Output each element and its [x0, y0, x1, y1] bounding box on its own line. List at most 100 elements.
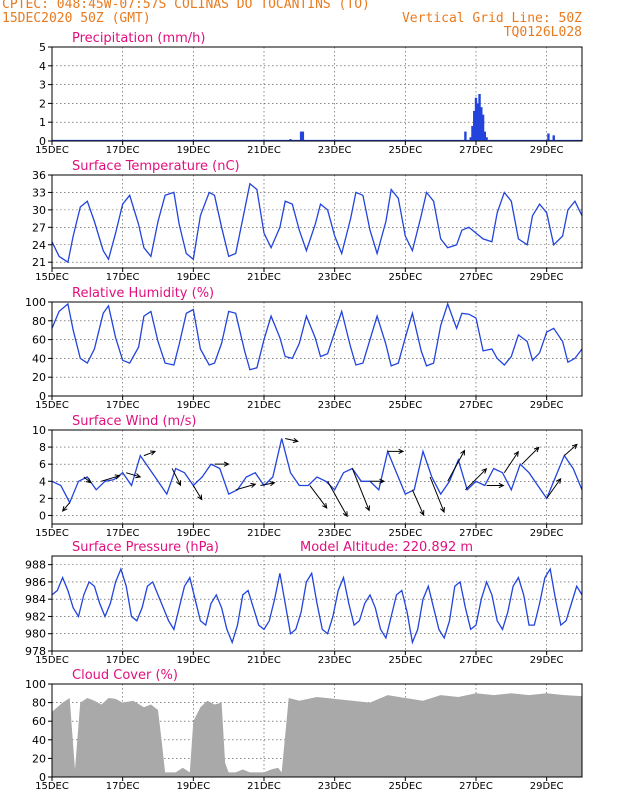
x-tick-label: 27DEC: [459, 528, 493, 539]
y-tick-label: 6: [39, 458, 46, 471]
y-tick-label: 24: [32, 239, 46, 252]
x-tick-label: 23DEC: [318, 528, 352, 539]
temperature-panel: 21 24 27 30 33 36 15DEC 17DEC 19DEC 21DEC 23DEC 25D…: [32, 159, 583, 283]
x-tick-label: 29DEC: [530, 781, 564, 792]
wind-arrow: [260, 481, 276, 487]
wind-arrow: [564, 443, 578, 457]
precip-bar: [471, 125, 474, 141]
x-tick-label: 25DEC: [388, 528, 422, 539]
wind-arrow: [214, 461, 230, 467]
precip-bar: [473, 110, 476, 141]
precip-bar: [481, 114, 485, 141]
humidity-line: [51, 301, 583, 371]
y-tick-label: 60: [32, 715, 46, 728]
wind-arrow: [370, 478, 386, 484]
y-tick-label: 20: [32, 752, 46, 765]
pressure-panel: 978 980 982 984 986 988 15DEC 17DEC 19DEC 21DEC 23…: [25, 540, 583, 666]
plot-frame: [51, 301, 583, 397]
x-tick-label: 19DEC: [176, 528, 210, 539]
x-tick-label: 29DEC: [530, 145, 564, 156]
grid-line-note: Vertical Grid Line: 50Z: [401, 11, 582, 26]
y-tick-label: 0: [39, 390, 46, 403]
wind-arrow: [285, 437, 299, 443]
precip-bar: [299, 131, 303, 141]
y-tick-label: 5: [39, 41, 46, 54]
x-tick-label: 19DEC: [176, 781, 210, 792]
y-tick-label: 982: [25, 610, 46, 623]
x-tick-label: 15DEC: [35, 400, 69, 411]
y-tick-label: 40: [32, 734, 46, 747]
wind-arrow: [61, 502, 71, 512]
precip-bar: [483, 131, 487, 141]
x-tick-label: 17DEC: [106, 145, 140, 156]
x-tick-label: 19DEC: [176, 655, 210, 666]
precip-bar: [476, 103, 479, 141]
wind-title: Surface Wind (m/s): [72, 414, 196, 429]
precip-bar: [469, 137, 472, 141]
y-tick-label: 980: [25, 628, 46, 641]
x-tick-label: 27DEC: [459, 145, 493, 156]
y-tick-label: 988: [25, 559, 46, 572]
wind-arrow: [465, 468, 488, 491]
wind-arrow: [235, 482, 257, 491]
x-tick-label: 19DEC: [176, 272, 210, 283]
y-tick-label: 978: [25, 645, 46, 658]
x-tick-label: 19DEC: [176, 400, 210, 411]
pressure-title: Surface Pressure (hPa): [72, 540, 219, 555]
station-line: CPTEC: 048:45W-07:57S COLINAS DO TOCANTI…: [2, 0, 370, 12]
x-tick-label: 25DEC: [388, 781, 422, 792]
x-tick-label: 21DEC: [247, 272, 281, 283]
x-tick-label: 23DEC: [318, 781, 352, 792]
precipitation-title: Precipitation (mm/h): [72, 31, 205, 46]
precip-bar: [474, 97, 478, 141]
x-tick-label: 23DEC: [318, 400, 352, 411]
x-tick-label: 25DEC: [388, 400, 422, 411]
x-tick-label: 15DEC: [35, 272, 69, 283]
x-tick-label: 17DEC: [106, 400, 140, 411]
x-tick-label: 27DEC: [459, 272, 493, 283]
x-tick-label: 27DEC: [459, 400, 493, 411]
plot-frame: [51, 174, 583, 269]
pressure-line: [51, 567, 583, 645]
y-tick-label: 0: [39, 509, 46, 522]
humidity-title: Relative Humidity (%): [72, 286, 214, 301]
cloud-cover-area: [52, 693, 582, 777]
wind-arrow: [309, 485, 328, 509]
plot-frame: [51, 683, 583, 778]
temperature-line: [51, 182, 583, 264]
wind-arrow: [171, 468, 182, 487]
precip-bar: [478, 94, 481, 141]
y-tick-label: 986: [25, 576, 46, 589]
wind-arrow: [486, 482, 505, 489]
x-tick-label: 21DEC: [247, 655, 281, 666]
humidity-panel: 0 20 40 60 80 100 15DEC 17DEC 19DEC 21DEC 23DEC 25D…: [25, 286, 583, 411]
precip-bar: [552, 135, 555, 141]
plot-frame: [51, 555, 583, 652]
temperature-title: Surface Temperature (nC): [72, 159, 240, 174]
cloud-cover-panel: 0 20 40 60 80 100 15DEC 17DEC 19DEC 21DEC 23DEC 25D…: [25, 668, 583, 792]
x-tick-label: 17DEC: [106, 272, 140, 283]
x-tick-label: 29DEC: [530, 272, 564, 283]
x-tick-label: 15DEC: [35, 528, 69, 539]
precipitation-panel: 0 1 2 3 4 5 15DEC 17DEC 19DEC 21DEC 23DEC 25DEC 27DE…: [35, 31, 583, 156]
wind-arrow: [327, 481, 348, 518]
y-tick-label: 10: [32, 424, 46, 437]
y-tick-label: 4: [39, 60, 46, 73]
x-tick-label: 21DEC: [247, 528, 281, 539]
wind-panel: 0 2 4 6 8 10 15DEC 17DEC 19DEC 21DEC 23DEC 25DEC 27D…: [32, 414, 583, 539]
y-tick-label: 2: [39, 97, 46, 110]
x-tick-label: 17DEC: [106, 528, 140, 539]
cloud-cover-title: Cloud Cover (%): [72, 668, 178, 683]
x-tick-label: 29DEC: [530, 400, 564, 411]
y-tick-label: 40: [32, 352, 46, 365]
precip-bar: [485, 137, 488, 141]
wind-arrow: [521, 446, 540, 465]
y-tick-label: 30: [32, 204, 46, 217]
x-tick-label: 25DEC: [388, 655, 422, 666]
wind-line: [51, 438, 583, 505]
precip-bar: [464, 131, 467, 141]
y-tick-label: 2: [39, 492, 46, 505]
wind-arrow: [351, 468, 370, 512]
y-tick-label: 0: [39, 135, 46, 148]
